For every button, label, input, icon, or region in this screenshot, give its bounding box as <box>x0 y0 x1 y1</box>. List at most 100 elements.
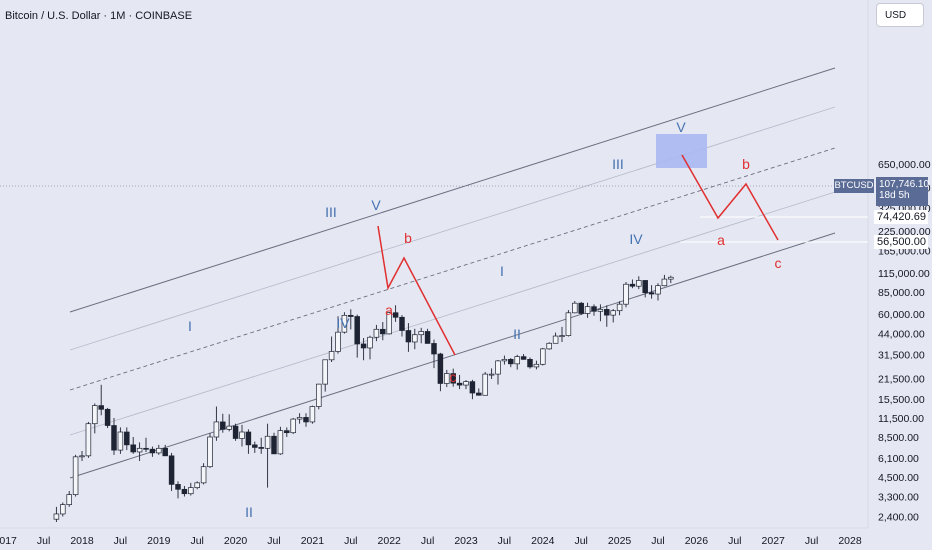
candle-body-down <box>168 455 175 485</box>
candle-body-down <box>508 359 514 365</box>
candle <box>156 444 162 455</box>
candle-body-down <box>405 330 412 343</box>
candle-body-up <box>444 373 450 384</box>
candle-body-down <box>591 306 597 312</box>
candle <box>604 305 610 327</box>
candle <box>392 305 399 322</box>
candle <box>642 280 648 298</box>
candle <box>60 502 66 517</box>
candle-body-up <box>341 314 348 333</box>
candle <box>572 301 578 314</box>
candle-body-up <box>239 431 245 439</box>
candle-body-up <box>565 312 572 336</box>
candle <box>578 301 584 315</box>
candle-body-up <box>316 383 322 407</box>
median-channel-line <box>69 147 836 391</box>
candle-body-up <box>207 436 213 468</box>
candle-body-up <box>495 360 501 375</box>
candle-body-down <box>104 408 111 426</box>
wave-paths <box>377 154 779 356</box>
candle-body-down <box>450 373 456 384</box>
candle <box>194 481 200 490</box>
candle <box>456 374 463 390</box>
candle <box>424 328 431 344</box>
candle <box>514 354 520 370</box>
time-tick-label: Jul <box>344 535 357 547</box>
wave-label-III-2: III <box>612 156 624 172</box>
candle <box>527 357 533 369</box>
candle <box>437 352 444 392</box>
candle-body-down <box>258 447 264 449</box>
candle <box>354 314 360 358</box>
candle <box>264 423 271 488</box>
candle <box>533 360 540 370</box>
time-tick-label: Jul <box>805 535 818 547</box>
candle-body-up <box>367 336 373 349</box>
candle <box>207 433 213 468</box>
red-abc-path-projection <box>681 154 779 241</box>
candle <box>463 380 469 390</box>
candle-body-down <box>424 331 431 344</box>
lower-quarter-line <box>69 191 836 436</box>
candle <box>98 384 104 416</box>
candle <box>508 358 514 368</box>
time-tick-label: Jul <box>190 535 203 547</box>
candle <box>341 312 348 334</box>
time-tick-label: 2020 <box>224 535 248 547</box>
wave-label-V-2: V <box>676 119 686 135</box>
candle-body-up <box>533 363 540 368</box>
candle-body-down <box>476 392 482 396</box>
wave-label-a-1: a <box>385 302 393 318</box>
candle <box>399 315 405 337</box>
time-tick-label: Jul <box>114 535 127 547</box>
time-tick-label: 2018 <box>70 535 94 547</box>
candle <box>284 427 290 437</box>
last-price-value: 107,746.10 <box>879 179 930 190</box>
candle-body-up <box>488 373 495 376</box>
candle <box>552 332 559 344</box>
candle-body-down <box>124 431 130 446</box>
red-abc-path-2022 <box>377 225 456 356</box>
candle-body-down <box>520 356 527 360</box>
candle <box>168 452 175 492</box>
candle-body-up <box>53 513 60 520</box>
candle-body-up <box>616 303 623 312</box>
candle <box>303 413 309 427</box>
candle <box>232 423 239 441</box>
wave-label-c-1: c <box>450 369 457 385</box>
candle-body-up <box>540 348 546 365</box>
candle-body-down <box>220 421 226 430</box>
candle-body-up <box>668 276 674 280</box>
candle <box>668 275 674 284</box>
candle <box>559 326 565 342</box>
candle-body-up <box>584 306 591 314</box>
candle <box>245 429 252 454</box>
candle <box>226 414 232 432</box>
wave-labels: I II III IV V I II III IV V a b c a b c <box>188 119 781 520</box>
candle-body-up <box>66 494 72 505</box>
candle <box>271 432 277 455</box>
candle-body-up <box>328 351 335 361</box>
plot-background <box>0 0 868 528</box>
candle-body-up <box>72 456 79 495</box>
candle-body-up <box>60 504 66 515</box>
candle <box>591 304 597 316</box>
candle-body-down <box>469 381 476 394</box>
wave-label-V-1: V <box>371 197 381 213</box>
candle-body-up <box>572 302 578 314</box>
candle <box>149 446 156 457</box>
candle <box>136 442 143 462</box>
candle-body-up <box>79 455 85 458</box>
candle-body-down <box>130 444 136 453</box>
currency-button[interactable]: USD <box>876 3 924 27</box>
candle <box>469 379 476 400</box>
candle-body-down <box>303 417 309 423</box>
price-tick-label: 6,100.00 <box>878 453 919 465</box>
candle <box>373 324 380 342</box>
candle-body-down <box>604 309 610 316</box>
wave-label-a-2: a <box>717 232 725 248</box>
candle-countdown: 18d 5h <box>879 190 910 201</box>
chart-title: Bitcoin / U.S. Dollar · 1M · COINBASE <box>5 10 193 22</box>
